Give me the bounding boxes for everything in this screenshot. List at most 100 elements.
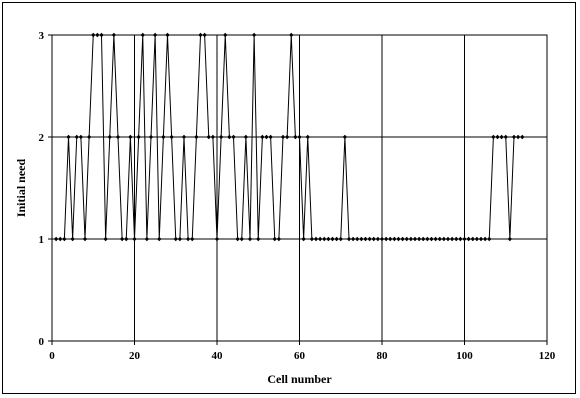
x-tick-label: 60 xyxy=(294,350,306,362)
x-tick-label: 0 xyxy=(49,350,55,362)
data-point xyxy=(507,236,513,242)
data-point xyxy=(297,134,302,140)
data-point xyxy=(165,32,170,38)
axis-ticks xyxy=(48,34,548,345)
data-point xyxy=(247,236,253,242)
data-point xyxy=(520,134,525,140)
x-tick-label: 120 xyxy=(539,350,556,362)
x-tick-label: 80 xyxy=(377,350,389,362)
data-point xyxy=(124,236,129,242)
data-point xyxy=(140,32,145,38)
data-point xyxy=(66,134,71,140)
data-point xyxy=(268,134,273,140)
data-point xyxy=(218,134,224,140)
tick-labels: 0 1 2 3 0 20 40 60 80 100 120 xyxy=(39,30,556,362)
data-point xyxy=(91,32,96,38)
data-point xyxy=(152,32,158,38)
data-point xyxy=(284,134,290,140)
data-point xyxy=(78,134,84,140)
data-point xyxy=(161,134,166,140)
data-point xyxy=(371,236,376,242)
data-point xyxy=(429,236,434,242)
data-point xyxy=(99,32,104,38)
data-point xyxy=(210,134,216,140)
data-point xyxy=(350,236,356,242)
data-point xyxy=(338,236,343,242)
data-point xyxy=(458,236,463,242)
gridlines xyxy=(52,35,547,341)
data-point xyxy=(404,236,409,242)
data-point xyxy=(437,236,442,242)
data-point xyxy=(256,236,261,242)
data-point xyxy=(408,236,414,242)
data-point xyxy=(214,236,220,242)
data-point xyxy=(115,134,121,140)
y-tick-label: 3 xyxy=(39,30,45,42)
data-point xyxy=(103,236,108,242)
data-point xyxy=(119,236,125,242)
data-point xyxy=(482,236,488,242)
data-point xyxy=(363,236,368,242)
data-point xyxy=(474,236,480,242)
data-point xyxy=(466,236,471,242)
data-point xyxy=(223,32,228,38)
data-point xyxy=(198,32,203,38)
data-point xyxy=(317,236,323,242)
y-tick-label: 0 xyxy=(39,336,45,348)
data-point xyxy=(379,236,385,242)
data-point xyxy=(367,236,372,242)
data-point xyxy=(280,134,286,140)
data-point xyxy=(289,32,294,38)
x-tick-label: 40 xyxy=(212,350,224,362)
x-tick-label: 100 xyxy=(456,350,473,362)
data-point xyxy=(264,134,269,140)
data-point xyxy=(495,134,500,140)
data-point xyxy=(511,134,517,140)
data-point xyxy=(235,236,240,242)
data-point xyxy=(425,236,430,242)
data-point xyxy=(478,236,484,242)
data-point xyxy=(86,134,92,140)
data-point xyxy=(396,236,401,242)
data-point xyxy=(355,236,360,242)
data-point xyxy=(62,236,67,242)
line-chart: 0 1 2 3 0 20 40 60 80 100 120 Cell number Initial … xyxy=(14,30,556,386)
data-point xyxy=(239,236,244,242)
data-point xyxy=(148,134,154,140)
chart-frame: 0 1 2 3 0 20 40 60 80 100 120 Cell number Initial … xyxy=(2,2,576,394)
data-point xyxy=(206,134,211,140)
data-point xyxy=(272,236,277,242)
data-point xyxy=(342,134,348,140)
data-point xyxy=(190,236,195,242)
x-tick-label: 20 xyxy=(129,350,141,362)
data-point xyxy=(416,236,422,242)
data-point xyxy=(326,236,331,242)
data-point xyxy=(491,134,496,140)
data-point xyxy=(330,236,335,242)
data-point xyxy=(421,236,426,242)
data-point xyxy=(293,134,298,140)
data-point xyxy=(515,134,521,140)
y-tick-label: 2 xyxy=(39,132,45,144)
data-point xyxy=(449,236,455,242)
data-point xyxy=(392,236,397,242)
data-point xyxy=(433,236,438,242)
data-point xyxy=(445,236,451,242)
data-point xyxy=(173,236,178,242)
data-point xyxy=(111,32,117,38)
data-point xyxy=(251,32,257,38)
data-point xyxy=(359,236,364,242)
data-point xyxy=(53,236,59,242)
data-point xyxy=(400,236,405,242)
data-point xyxy=(260,134,265,140)
data-point xyxy=(243,134,249,140)
y-tick-label: 1 xyxy=(39,234,45,246)
data-point xyxy=(334,236,339,242)
data-point xyxy=(231,134,236,140)
data-point xyxy=(82,236,88,242)
data-point xyxy=(322,236,327,242)
data-point xyxy=(128,134,133,140)
data-point xyxy=(107,134,112,140)
data-point xyxy=(441,236,447,242)
y-axis-title: Initial need xyxy=(14,159,28,218)
